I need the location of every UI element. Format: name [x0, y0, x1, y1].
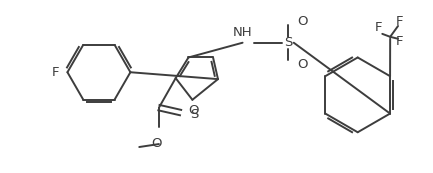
Text: O: O	[297, 58, 308, 71]
Text: S: S	[190, 108, 199, 121]
Text: F: F	[375, 21, 382, 34]
Text: S: S	[284, 36, 292, 49]
Text: O: O	[152, 137, 162, 150]
Text: NH: NH	[233, 26, 252, 39]
Text: F: F	[396, 35, 404, 48]
Text: O: O	[297, 15, 308, 28]
Text: O: O	[188, 104, 199, 117]
Text: F: F	[396, 15, 404, 28]
Text: F: F	[52, 66, 60, 79]
